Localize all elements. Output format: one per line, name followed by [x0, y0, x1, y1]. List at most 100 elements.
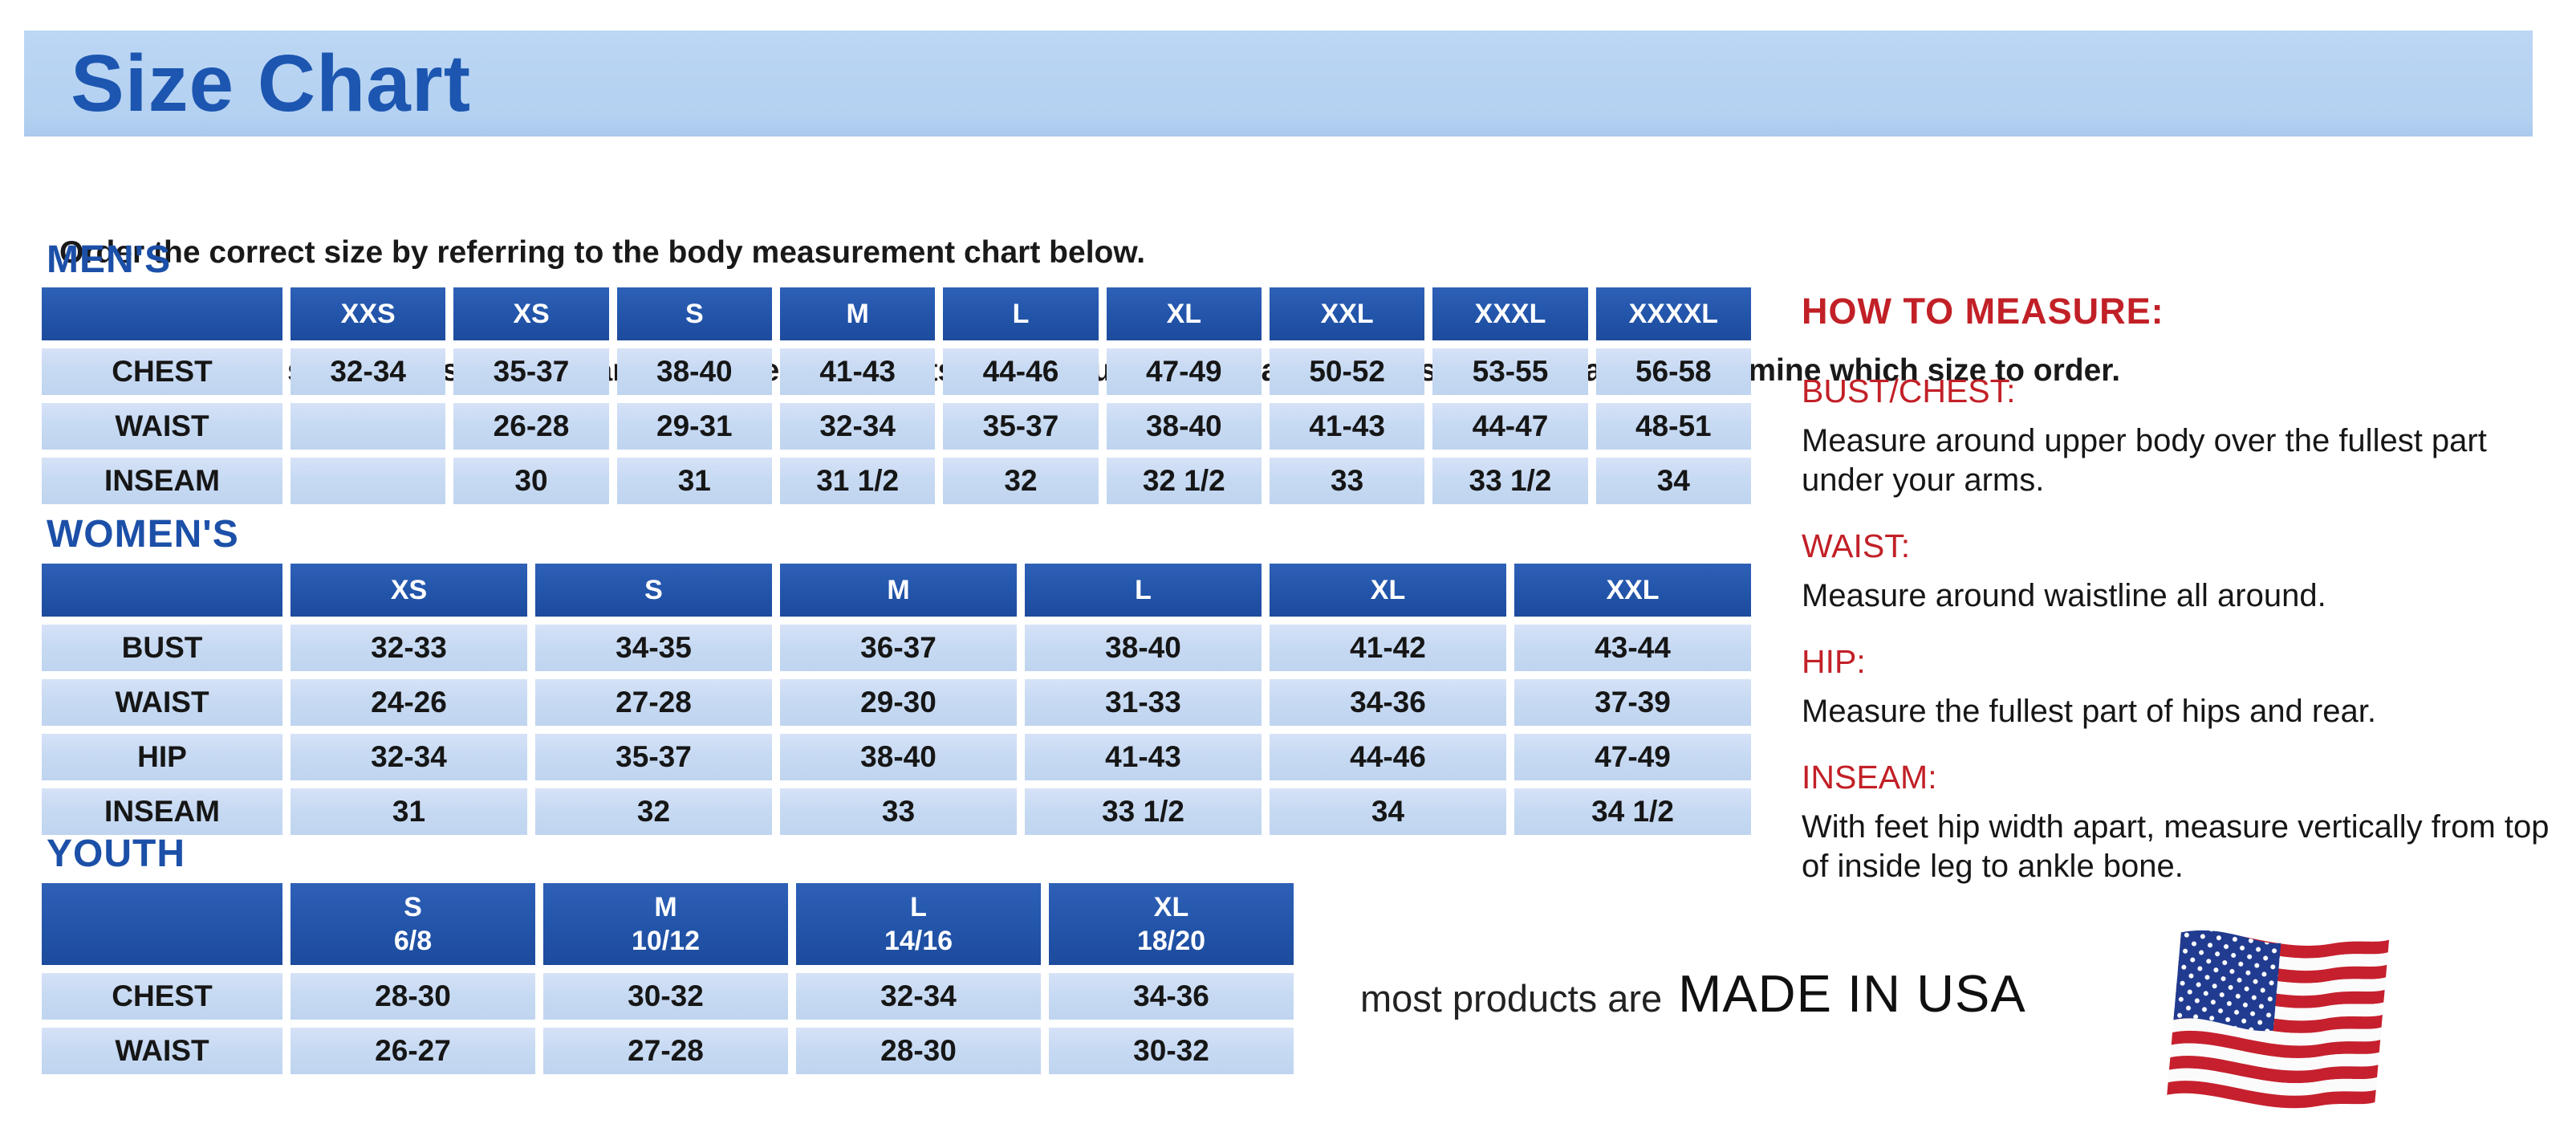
measure-text: With feet hip width apart, measure verti… — [1802, 809, 2550, 884]
size-cell — [291, 458, 446, 504]
column-header: XXXL — [1432, 287, 1588, 340]
column-header: S — [535, 564, 772, 617]
table-row: BUST 32-33 34-35 36-37 38-40 41-42 43-44 — [42, 625, 1751, 671]
size-cell: 41-43 — [1025, 734, 1262, 780]
size-cell: 56-58 — [1595, 348, 1751, 395]
footer-emphasis: MADE IN USA — [1678, 964, 2026, 1023]
measure-item-bust-chest: BUST/CHEST: Measure around upper body ov… — [1802, 373, 2576, 500]
size-cell: 44-47 — [1432, 403, 1588, 450]
mens-size-table: XXS XS S M L XL XXL XXXL XXXXL CHEST 32-34 35-37 38-… — [34, 279, 1759, 512]
column-header: XS — [453, 287, 609, 340]
size-cell: 38-40 — [1025, 625, 1262, 671]
row-label: CHEST — [42, 348, 282, 395]
size-cell: 44-46 — [1270, 734, 1506, 780]
section-heading-mens: MEN'S — [47, 238, 172, 281]
section-heading-womens: WOMEN'S — [47, 513, 239, 556]
header-row: XXS XS S M L XL XXL XXXL XXXXL — [42, 287, 1751, 340]
measure-label: HIP: — [1802, 643, 1866, 680]
size-cell: 35-37 — [535, 734, 772, 780]
size-cell: 41-43 — [779, 348, 936, 395]
size-cell: 38-40 — [780, 734, 1017, 780]
made-in-usa-note: most products are MADE IN USA — [1360, 963, 2026, 1024]
table-row: HIP 32-34 35-37 38-40 41-43 44-46 47-49 — [42, 734, 1751, 780]
column-header: XXS — [291, 287, 446, 340]
footer-prefix: most products are — [1360, 977, 1663, 1020]
column-header: S 6/8 — [291, 883, 535, 965]
size-cell: 37-39 — [1514, 679, 1751, 726]
column-header: L — [943, 287, 1099, 340]
womens-size-table: XS S M L XL XXL BUST 32-33 34-35 36-37 38-40 41-42 4… — [34, 556, 1759, 843]
table-row: WAIST 26-28 29-31 32-34 35-37 38-40 41-43 44-47… — [42, 403, 1751, 450]
size-cell: 32-34 — [796, 973, 1041, 1020]
column-header: XXL — [1514, 564, 1751, 617]
measure-text: Measure around waistline all around. — [1802, 578, 2326, 613]
header-row: S 6/8 M 10/12 L 14/16 XL 18/20 — [42, 883, 1294, 965]
row-label: WAIST — [42, 679, 282, 726]
column-header: XL — [1106, 287, 1262, 340]
measure-label: BUST/CHEST: — [1802, 373, 2016, 409]
size-cell: 34 — [1595, 458, 1751, 504]
row-label: WAIST — [42, 1028, 282, 1074]
size-cell: 38-40 — [616, 348, 772, 395]
size-cell: 34-36 — [1270, 679, 1506, 726]
measure-item-waist: WAIST: Measure around waistline all arou… — [1802, 527, 2576, 616]
size-cell: 26-28 — [453, 403, 609, 450]
row-label: BUST — [42, 625, 282, 671]
column-header: L — [1025, 564, 1262, 617]
size-cell — [291, 403, 446, 450]
size-cell: 33 — [780, 788, 1017, 835]
row-label: INSEAM — [42, 788, 282, 835]
table-row: INSEAM 30 31 31 1/2 32 32 1/2 33 33 1/2 34 — [42, 458, 1751, 504]
size-cell: 29-30 — [780, 679, 1017, 726]
row-label: HIP — [42, 734, 282, 780]
size-cell: 32 1/2 — [1106, 458, 1262, 504]
table-row: WAIST 26-27 27-28 28-30 30-32 — [42, 1028, 1294, 1074]
size-cell: 32-33 — [291, 625, 527, 671]
measure-label: INSEAM: — [1802, 759, 1937, 796]
column-header: M 10/12 — [543, 883, 788, 965]
size-cell: 27-28 — [535, 679, 772, 726]
table-row: WAIST 24-26 27-28 29-30 31-33 34-36 37-39 — [42, 679, 1751, 726]
size-cell: 33 — [1269, 458, 1425, 504]
size-cell: 34-35 — [535, 625, 772, 671]
size-cell: 43-44 — [1514, 625, 1751, 671]
size-cell: 34 1/2 — [1514, 788, 1751, 835]
measure-item-hip: HIP: Measure the fullest part of hips an… — [1802, 643, 2576, 731]
size-cell: 24-26 — [291, 679, 527, 726]
size-cell: 28-30 — [796, 1028, 1041, 1074]
size-cell: 41-43 — [1269, 403, 1425, 450]
size-cell: 44-46 — [943, 348, 1099, 395]
size-cell: 32-34 — [291, 348, 446, 395]
size-cell: 35-37 — [943, 403, 1099, 450]
title-band: Size Chart — [24, 31, 2533, 136]
size-cell: 32-34 — [779, 403, 936, 450]
size-cell: 47-49 — [1514, 734, 1751, 780]
how-to-measure-title: HOW TO MEASURE: — [1802, 291, 2164, 332]
size-cell: 28-30 — [291, 973, 535, 1020]
column-header: L 14/16 — [796, 883, 1041, 965]
size-cell: 27-28 — [543, 1028, 788, 1074]
size-cell: 34-36 — [1049, 973, 1294, 1020]
how-to-measure-section: HOW TO MEASURE: BUST/CHEST: Measure arou… — [1802, 291, 2576, 914]
size-cell: 33 1/2 — [1025, 788, 1262, 835]
size-cell: 48-51 — [1595, 403, 1751, 450]
size-cell: 41-42 — [1270, 625, 1506, 671]
size-cell: 32 — [535, 788, 772, 835]
size-cell: 34 — [1270, 788, 1506, 835]
measure-text: Measure around upper body over the fulle… — [1802, 423, 2487, 498]
corner-cell — [42, 287, 282, 340]
column-header: XS — [291, 564, 527, 617]
column-header: M — [779, 287, 936, 340]
header-row: XS S M L XL XXL — [42, 564, 1751, 617]
row-label: WAIST — [42, 403, 282, 450]
corner-cell — [42, 564, 282, 617]
size-cell: 31 — [616, 458, 772, 504]
column-header: M — [780, 564, 1017, 617]
size-cell: 33 1/2 — [1432, 458, 1588, 504]
size-cell: 29-31 — [616, 403, 772, 450]
column-header: XL 18/20 — [1049, 883, 1294, 965]
size-cell: 47-49 — [1106, 348, 1262, 395]
us-flag-icon — [2157, 922, 2398, 1124]
intro-line-1: Order the correct size by referring to t… — [59, 235, 1146, 270]
column-header: XXL — [1269, 287, 1425, 340]
